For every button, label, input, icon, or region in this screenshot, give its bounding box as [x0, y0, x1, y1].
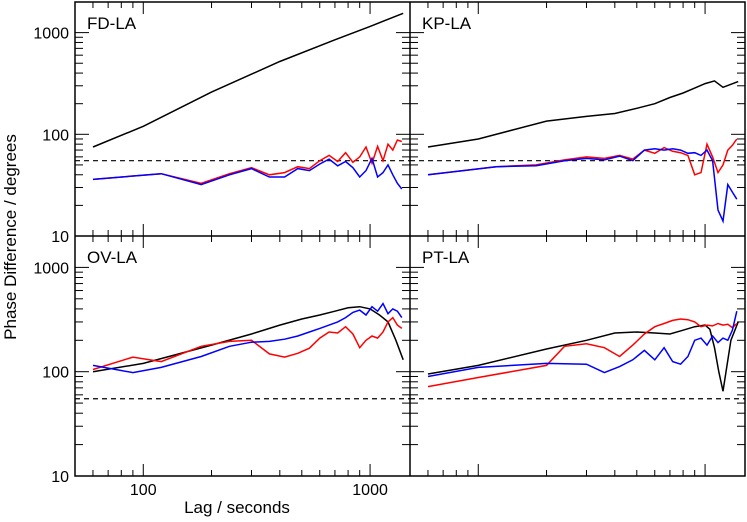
series-red-line — [92, 139, 403, 185]
panel-title: OV-LA — [87, 248, 138, 267]
series-blue-line — [427, 148, 738, 224]
series-red-line — [92, 316, 403, 371]
series-red-line — [427, 138, 738, 176]
panel-kp-la: KP-LA — [409, 1, 745, 237]
x-axis-label: Lag / seconds — [184, 498, 290, 517]
y-tick-label: 1000 — [33, 260, 69, 277]
series-blue-line — [427, 311, 738, 378]
y-tick-label: 10 — [51, 229, 69, 246]
x-tick-label: 100 — [130, 482, 157, 499]
panel-title: KP-LA — [422, 14, 472, 33]
x-tick-labels: 100 1000 — [130, 482, 388, 499]
frame — [74, 1, 746, 477]
panel-fd-la: FD-LA — [74, 1, 410, 237]
panel-ov-la: OV-LA — [74, 235, 410, 477]
y-axis-label: Phase Difference / degrees — [1, 134, 20, 340]
panel-title: PT-LA — [422, 248, 470, 267]
y-tick-labels: 10 100 1000 10 100 1000 — [33, 26, 69, 486]
series-black-line — [92, 12, 404, 148]
series-black-line — [427, 80, 739, 148]
panels: FD-LA KP-LA OV-LA PT-LA — [74, 1, 745, 477]
panel-pt-la: PT-LA — [409, 235, 745, 477]
series-red-line — [427, 318, 738, 388]
series-black-line — [427, 321, 739, 392]
panel-title: FD-LA — [87, 14, 137, 33]
y-tick-label: 100 — [42, 127, 69, 144]
x-tick-label: 1000 — [352, 482, 388, 499]
series-blue-line — [92, 302, 403, 374]
y-tick-label: 100 — [42, 365, 69, 382]
series-black-line — [92, 305, 404, 373]
series-blue-line — [92, 156, 403, 190]
y-tick-label: 10 — [51, 469, 69, 486]
y-tick-label: 1000 — [33, 26, 69, 43]
